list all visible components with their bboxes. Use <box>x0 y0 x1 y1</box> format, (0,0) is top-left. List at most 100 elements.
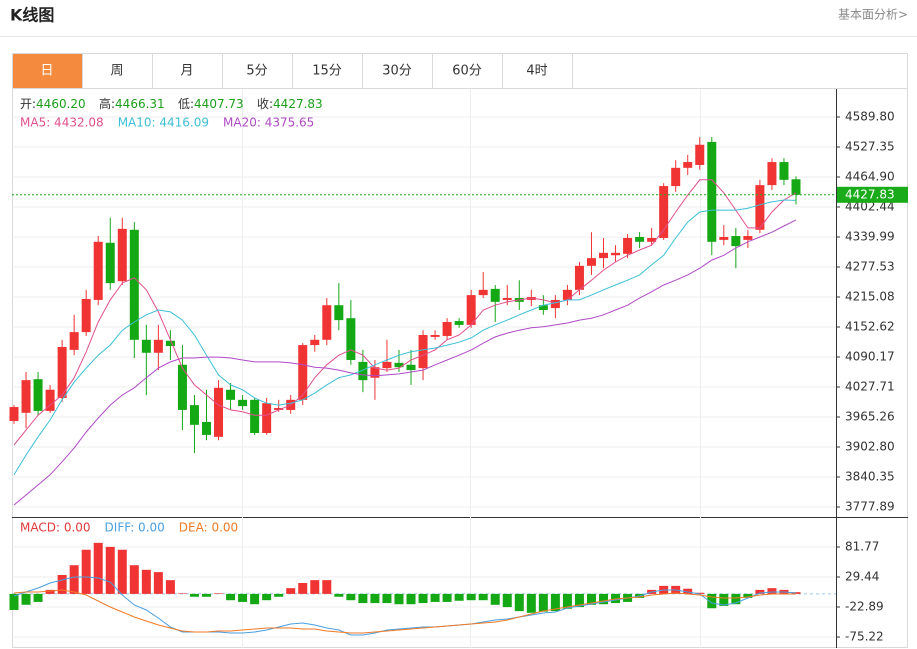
candle-body <box>562 289 572 300</box>
candle-body <box>45 389 55 411</box>
candle-body <box>743 236 753 240</box>
macd-bar <box>346 593 356 601</box>
macd-bar <box>298 583 308 594</box>
ohlc-value: 4460.20 <box>36 97 86 111</box>
macd-bar <box>69 565 79 594</box>
tab[interactable] <box>152 53 223 89</box>
macd-line <box>13 589 796 634</box>
candle-body <box>346 318 356 360</box>
macd-bar <box>550 593 560 612</box>
tab[interactable] <box>12 53 83 89</box>
tab-label[interactable]: 60分 <box>452 64 482 79</box>
y-tick-label: 3777.89 <box>845 500 895 514</box>
ohlc-value: 4407.73 <box>194 97 244 111</box>
candle-body <box>298 345 308 400</box>
candle-body <box>117 228 127 282</box>
macd-bar <box>442 593 452 602</box>
ohlc-label: 开: <box>20 97 36 111</box>
candle-body <box>370 367 380 378</box>
candle-body <box>382 361 392 369</box>
candle-body <box>165 340 175 347</box>
macd-bar <box>538 593 548 612</box>
macd-bar <box>526 593 536 613</box>
candle-body <box>490 288 500 302</box>
macd-bar <box>466 593 476 601</box>
candle-body <box>731 236 741 247</box>
candle-body <box>262 403 272 433</box>
macd-bar <box>454 593 464 601</box>
tab[interactable] <box>82 53 153 89</box>
tab-label[interactable]: 15分 <box>312 64 342 79</box>
candle-body <box>454 321 464 325</box>
macd-bar <box>707 593 717 609</box>
candle-body <box>21 380 31 413</box>
macd-bar <box>695 592 705 594</box>
legend-entry: DEA: 0.00 <box>179 521 238 535</box>
fundamental-link[interactable]: 基本面分析> <box>838 8 908 22</box>
macd-bar <box>153 572 163 594</box>
tab-label[interactable]: 30分 <box>382 64 412 79</box>
candle-body <box>153 339 163 353</box>
tab-label[interactable]: 日 <box>40 64 53 79</box>
candle-body <box>611 252 621 256</box>
candle-body <box>238 399 248 407</box>
macd-bar <box>719 593 729 606</box>
widget-title: K线图 <box>10 6 54 25</box>
y-tick-label: 4277.53 <box>845 260 895 274</box>
candle-body <box>189 405 199 425</box>
macd-bar <box>177 593 187 594</box>
legend-entry: DIFF: 0.00 <box>105 521 165 535</box>
macd-bar <box>93 542 103 594</box>
candle-body <box>141 339 151 353</box>
y-tick-label: 3902.80 <box>845 440 895 454</box>
y-tick-label: 4464.90 <box>845 170 895 184</box>
candle-body <box>105 242 115 284</box>
macd-bar <box>250 593 260 605</box>
ohlc-label: 低: <box>178 97 194 111</box>
macd-bar <box>358 593 368 604</box>
macd-bar <box>334 593 344 597</box>
y-tick-label: 4589.80 <box>845 110 895 124</box>
macd-bar <box>406 593 416 605</box>
candle-body <box>33 379 43 411</box>
tab[interactable] <box>502 53 573 89</box>
candle-body <box>767 162 777 186</box>
macd-bar <box>731 593 741 605</box>
candle-body <box>274 408 284 410</box>
candle-body <box>779 162 789 180</box>
y-tick-label: 3965.26 <box>845 410 895 424</box>
candle-body <box>406 364 416 371</box>
ohlc-value: 4427.83 <box>273 97 323 111</box>
tab-label[interactable]: 周 <box>110 64 123 79</box>
y-tick-label: -22.89 <box>845 600 884 614</box>
ma-line <box>13 219 797 506</box>
y-tick-label: 4215.08 <box>845 290 895 304</box>
candle-body <box>418 334 428 369</box>
candle-body <box>478 289 488 296</box>
candle-body <box>683 162 693 168</box>
candle-body <box>442 322 452 336</box>
macd-bar <box>514 593 524 612</box>
macd-bar <box>755 589 765 594</box>
ohlc-info: 低:4407.73 <box>178 97 244 111</box>
macd-bar <box>490 593 500 605</box>
candle-body <box>791 179 801 195</box>
tab-label[interactable]: 5分 <box>246 64 267 79</box>
tab-label[interactable]: 4时 <box>526 64 547 79</box>
macd-bar <box>394 593 404 605</box>
macd-bar <box>141 569 151 594</box>
candle-body <box>707 141 717 242</box>
last-price-box <box>837 186 908 203</box>
macd-bar <box>502 593 512 608</box>
candle-body <box>586 258 596 266</box>
last-price-label: 4427.83 <box>845 187 895 201</box>
macd-bar <box>117 549 127 594</box>
ma-line <box>13 199 797 476</box>
macd-line <box>13 576 797 636</box>
tab-label[interactable]: 月 <box>180 64 193 79</box>
candle-body <box>647 237 657 242</box>
candle-body <box>57 347 67 398</box>
macd-bar <box>382 593 392 604</box>
tab[interactable] <box>292 53 363 89</box>
